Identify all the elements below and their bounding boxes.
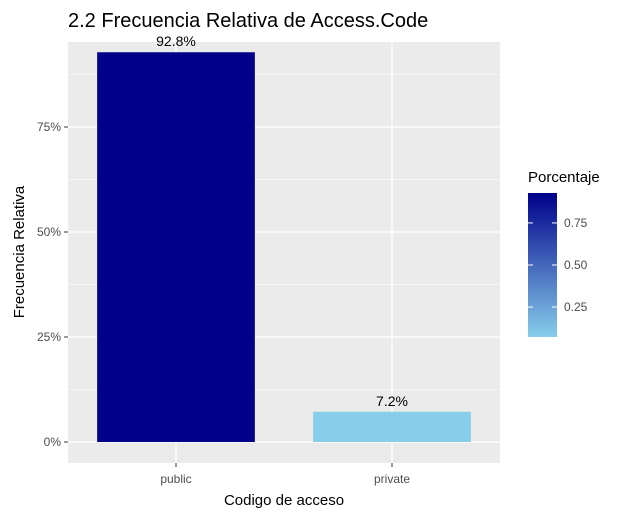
x-axis: public private bbox=[160, 463, 410, 486]
colorbar-tick-label: 0.25 bbox=[564, 300, 588, 314]
y-tick-label: 25% bbox=[37, 330, 61, 344]
x-tick-label: private bbox=[374, 472, 410, 486]
data-label-private: 7.2% bbox=[376, 393, 408, 409]
y-tick-label: 50% bbox=[37, 225, 61, 239]
chart-title: 2.2 Frecuencia Relativa de Access.Code bbox=[68, 10, 428, 32]
y-axis-title: Frecuencia Relativa bbox=[11, 185, 28, 318]
y-axis: 0% 25% 50% 75% bbox=[37, 120, 68, 449]
bars bbox=[97, 52, 471, 443]
colorbar-ticks: 0.25 0.50 0.75 bbox=[528, 216, 588, 314]
data-label-public: 92.8% bbox=[156, 33, 196, 49]
legend-title: Porcentaje bbox=[528, 169, 600, 186]
x-axis-title: Codigo de acceso bbox=[224, 492, 344, 509]
colorbar-legend: Porcentaje 0.25 0.50 0.75 bbox=[528, 169, 600, 337]
bar-public bbox=[97, 52, 255, 443]
bar-data-labels: 92.8% 7.2% bbox=[156, 33, 408, 409]
bar-private bbox=[313, 411, 471, 442]
y-tick-label: 75% bbox=[37, 120, 61, 134]
colorbar-tick-label: 0.75 bbox=[564, 216, 588, 230]
colorbar-tick-label: 0.50 bbox=[564, 258, 588, 272]
y-tick-label: 0% bbox=[44, 435, 62, 449]
x-tick-label: public bbox=[160, 472, 191, 486]
